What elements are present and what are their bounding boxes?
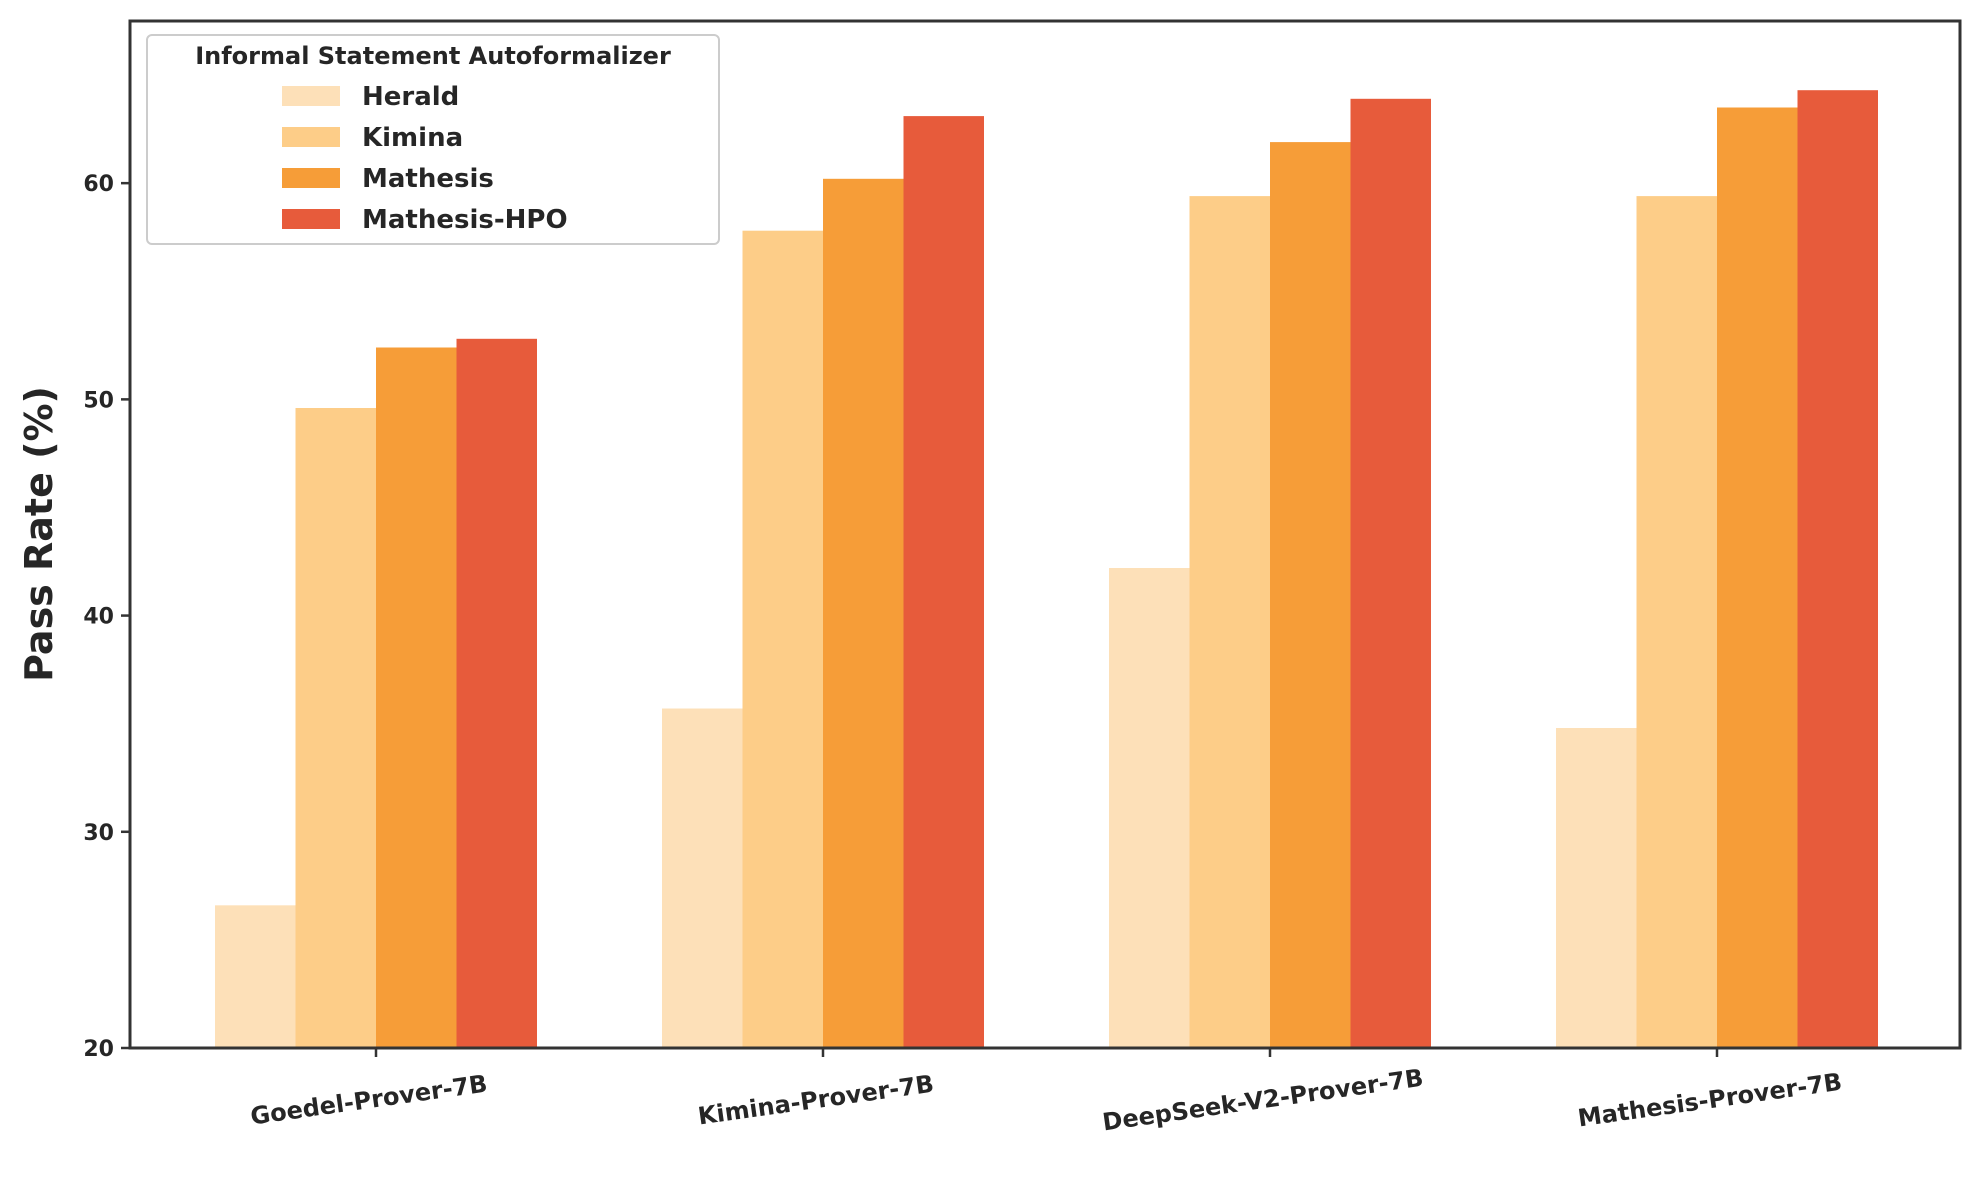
bar-mathesis-hpo-0 — [456, 338, 537, 1048]
legend-swatch-kimina — [282, 127, 340, 147]
plot-frame — [128, 19, 1962, 1050]
bar-mathesis-1 — [823, 178, 904, 1049]
bars-layer — [215, 90, 1878, 1049]
bar-kimina-0 — [295, 408, 376, 1048]
bar-mathesis-2 — [1270, 142, 1351, 1049]
legend-swatch-mathesis-hpo — [282, 209, 340, 229]
legend-title: Informal Statement Autoformalizer — [195, 42, 671, 70]
bar-mathesis-0 — [376, 347, 457, 1048]
x-category-label: Mathesis-Prover-7B — [1576, 1068, 1844, 1133]
y-axis-title: Pass Rate (%) — [17, 386, 61, 682]
y-tick-label: 40 — [83, 605, 114, 630]
legend-swatch-mathesis — [282, 168, 340, 188]
bar-kimina-1 — [742, 230, 823, 1048]
x-category-label: DeepSeek-V2-Prover-7B — [1101, 1064, 1425, 1137]
bar-herald-2 — [1109, 568, 1190, 1048]
y-tick-label: 20 — [83, 1037, 114, 1062]
legend-label-kimina: Kimina — [362, 123, 463, 153]
legend-swatch-herald — [282, 86, 340, 106]
bar-mathesis-3 — [1717, 107, 1798, 1048]
legend-label-mathesis-hpo: Mathesis-HPO — [362, 205, 568, 235]
bar-kimina-3 — [1636, 196, 1717, 1049]
y-tick-label: 50 — [83, 388, 114, 413]
x-axis: Goedel-Prover-7B Kimina-Prover-7B DeepSeek… — [249, 1048, 1844, 1136]
y-tick-label: 60 — [83, 172, 114, 197]
y-tick-label: 30 — [83, 821, 114, 846]
bar-herald-1 — [662, 708, 743, 1048]
bar-mathesis-hpo-1 — [903, 116, 984, 1049]
legend-label-herald: Herald — [362, 82, 459, 112]
y-axis: 20 30 40 50 60 — [83, 172, 130, 1062]
bar-herald-3 — [1556, 728, 1637, 1048]
legend: Informal Statement Autoformalizer Herald… — [146, 34, 720, 245]
legend-label-mathesis: Mathesis — [362, 164, 494, 194]
bar-herald-0 — [215, 905, 296, 1048]
bar-mathesis-hpo-3 — [1797, 90, 1878, 1048]
bar-kimina-2 — [1189, 196, 1270, 1049]
bar-mathesis-hpo-2 — [1350, 98, 1431, 1049]
x-category-label: Kimina-Prover-7B — [696, 1070, 936, 1131]
x-category-label: Goedel-Prover-7B — [249, 1070, 489, 1131]
